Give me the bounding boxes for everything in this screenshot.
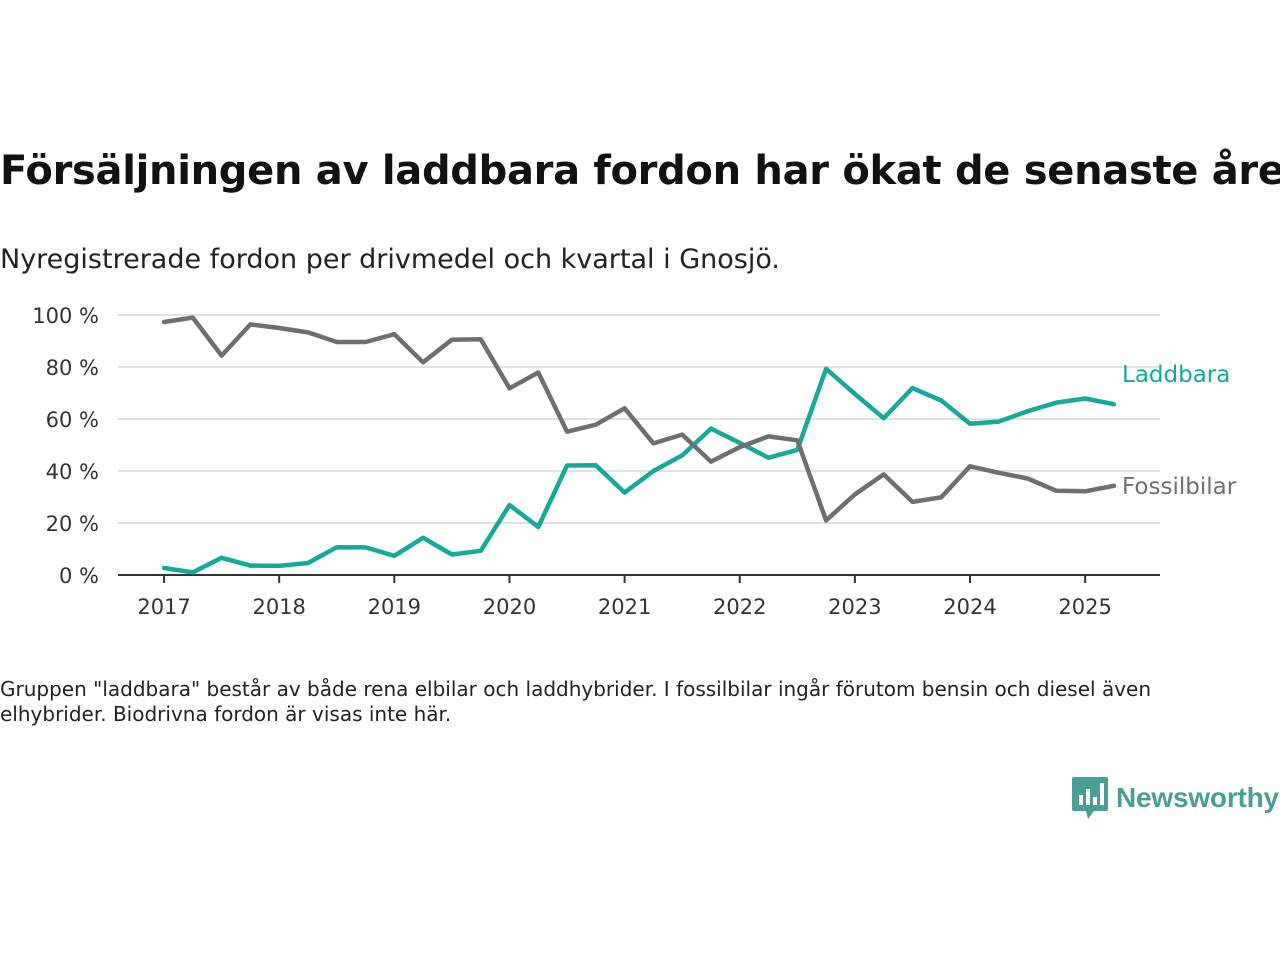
y-axis-ticks: 0 % 20 % 40 % 60 % 80 % 100 %	[32, 304, 99, 588]
chart-title: Försäljningen av laddbara fordon har öka…	[0, 148, 1280, 194]
series-line-fossilbilar	[161, 315, 1117, 523]
x-tick-label: 2024	[943, 595, 996, 619]
series-lines	[161, 315, 1117, 575]
x-tick-label: 2019	[368, 595, 421, 619]
y-tick-label: 20 %	[46, 512, 99, 536]
series-label-laddbara: Laddbara	[1122, 362, 1230, 388]
y-tick-label: 0 %	[59, 564, 99, 588]
y-tick-label: 100 %	[32, 304, 99, 328]
newsworthy-logo-icon	[1072, 777, 1108, 819]
series-labels: Laddbara Fossilbilar	[1122, 362, 1237, 500]
chart-subtitle: Nyregistrerade fordon per drivmedel och …	[0, 244, 780, 275]
x-tick-label: 2023	[828, 595, 881, 619]
y-tick-label: 60 %	[46, 408, 99, 432]
brand-logo[interactable]: Newsworthy	[1072, 776, 1279, 820]
x-tick-label: 2025	[1058, 595, 1111, 619]
x-tick-label: 2021	[598, 595, 651, 619]
y-tick-label: 80 %	[46, 356, 99, 380]
x-tick-label: 2020	[483, 595, 536, 619]
footnote: Gruppen "laddbara" består av både rena e…	[0, 677, 1152, 726]
x-axis-ticks: 2017 2018 2019 2020 2021 2022 2023 2024 2025	[118, 574, 1160, 619]
series-label-fossilbilar: Fossilbilar	[1122, 474, 1237, 500]
brand-name: Newsworthy	[1116, 782, 1279, 813]
line-chart: 0 % 20 % 40 % 60 % 80 % 100 % 2017 2018 2019 202…	[32, 304, 1237, 619]
x-tick-label: 2018	[252, 595, 305, 619]
y-tick-label: 40 %	[46, 460, 99, 484]
x-tick-label: 2017	[137, 595, 190, 619]
x-tick-label: 2022	[713, 595, 766, 619]
series-line-laddbara	[161, 366, 1117, 575]
